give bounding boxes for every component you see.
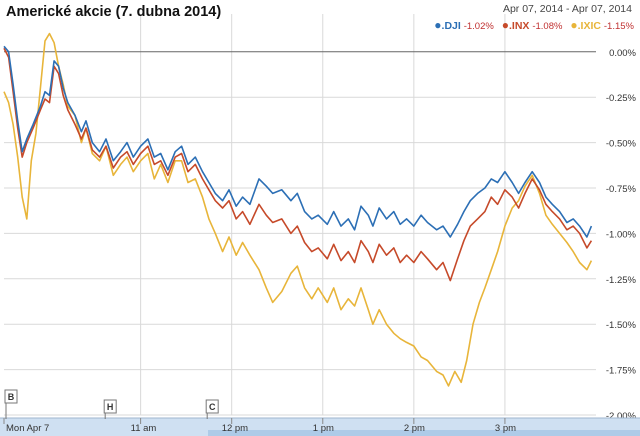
legend: ●.DJI -1.02% ●.INX -1.08% ●.IXIC -1.15% — [429, 18, 634, 32]
legend-dot-ixic: ● — [570, 18, 578, 32]
x-tick-label: 1 pm — [313, 423, 334, 434]
date-range-from: Apr 07, 2014 — [502, 3, 564, 15]
marker-label: B — [8, 392, 15, 402]
y-tick-label: -1.00% — [606, 229, 637, 240]
x-tick-label: Mon Apr 7 — [6, 423, 49, 434]
marker-flag[interactable] — [103, 399, 117, 414]
date-range: Apr 07, 2014 - Apr 07, 2014 — [503, 3, 632, 15]
legend-item-ixic[interactable]: ●.IXIC -1.15% — [570, 18, 634, 32]
marker-flag[interactable] — [4, 389, 18, 404]
y-tick-label: -1.50% — [606, 320, 637, 331]
legend-change-dji: -1.02% — [463, 21, 494, 32]
legend-symbol-ixic: .IXIC — [577, 20, 601, 32]
legend-dot-inx: ● — [501, 18, 509, 32]
y-tick-label: -1.25% — [606, 275, 637, 286]
chart-title: Americké akcie (7. dubna 2014) — [6, 4, 222, 20]
timeline-scrollbar[interactable] — [208, 430, 640, 436]
y-tick-label: 0.00% — [609, 48, 636, 59]
x-tick-label: 2 pm — [404, 423, 425, 434]
date-range-separator: - — [566, 3, 570, 15]
legend-change-ixic: -1.15% — [603, 21, 634, 32]
y-tick-label: -2.00% — [606, 411, 637, 422]
date-range-to: Apr 07, 2014 — [571, 3, 632, 15]
series-line-inx — [3, 47, 593, 282]
legend-symbol-inx: .INX — [509, 20, 530, 32]
series-line-dji — [3, 45, 593, 238]
legend-change-inx: -1.08% — [532, 21, 563, 32]
x-tick-label: 3 pm — [495, 423, 516, 434]
y-tick-label: -0.25% — [606, 93, 637, 104]
timeline-bar[interactable] — [0, 417, 640, 436]
y-tick-label: -0.75% — [606, 184, 637, 195]
x-axis-ticks: Mon Apr 7 11 am 12 pm 1 pm 2 pm 3 pm — [3, 418, 516, 434]
grid-lines — [4, 14, 596, 416]
y-tick-label: -1.75% — [606, 366, 637, 377]
event-markers: B H C — [4, 389, 219, 419]
y-tick-label: -0.50% — [606, 139, 637, 150]
marker-label: H — [107, 402, 114, 412]
series-lines — [3, 32, 593, 387]
legend-dot-dji: ● — [434, 18, 442, 32]
x-tick-label: 12 pm — [222, 423, 248, 434]
marker-flag[interactable] — [205, 399, 219, 414]
marker-label: C — [209, 402, 216, 412]
y-axis-ticks: 0.00% -0.25% -0.50% -0.75% -1.00% -1.25% -1.50… — [606, 48, 637, 422]
legend-item-inx[interactable]: ●.INX -1.08% — [501, 18, 566, 32]
legend-item-dji[interactable]: ●.DJI -1.02% — [434, 18, 496, 32]
x-tick-label: 11 am — [131, 423, 157, 434]
legend-symbol-dji: .DJI — [441, 20, 461, 32]
